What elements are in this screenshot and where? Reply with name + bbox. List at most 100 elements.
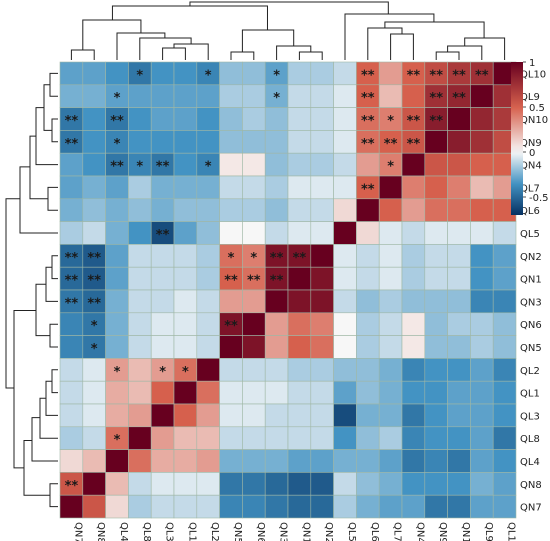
heatmap-cell-QN8-QL9 bbox=[470, 472, 494, 496]
column-label-QL10: QL10 bbox=[506, 522, 517, 541]
heatmap-cell-QL2-QN4 bbox=[401, 358, 426, 382]
significance-marker: * bbox=[250, 251, 257, 266]
heatmap-cell-QN5-QL8 bbox=[128, 335, 152, 359]
heatmap-cell-QL9-QN1 bbox=[287, 84, 312, 108]
heatmap-cell-QL9-QN5 bbox=[219, 84, 243, 108]
column-dendrogram bbox=[70, 1, 506, 60]
colorbar-tick-label: 0.5 bbox=[529, 103, 545, 114]
heatmap-cell-QL5-QL5 bbox=[333, 221, 357, 245]
heatmap-cell-QN6-QL4 bbox=[105, 312, 129, 336]
heatmap-cell-QN7-QL10 bbox=[492, 494, 517, 519]
significance-marker: * bbox=[273, 91, 280, 106]
heatmap-cell-QL1-QN8 bbox=[82, 380, 106, 405]
heatmap-cell-QN4-QN6 bbox=[242, 152, 266, 177]
significance-marker: ** bbox=[247, 274, 261, 289]
heatmap-cell-QL8-QN9 bbox=[424, 426, 448, 450]
heatmap-cell-QL8-QL2 bbox=[196, 426, 220, 450]
heatmap-cell-QN2-QN4 bbox=[401, 244, 426, 268]
heatmap-cell-QL2-QN2 bbox=[310, 358, 334, 382]
significance-marker: * bbox=[91, 319, 98, 334]
dendrogram-branch bbox=[19, 166, 58, 234]
heatmap-cell-QL3-QL4 bbox=[105, 403, 129, 428]
heatmap-cell-QN8-QN3 bbox=[264, 472, 289, 496]
heatmap-cell-QN8-QN4 bbox=[401, 472, 426, 496]
heatmap-cell-QN7-QN1 bbox=[287, 494, 312, 519]
dendrogram-branch bbox=[70, 49, 95, 60]
heatmap-cell-QN4-QN10 bbox=[447, 152, 471, 177]
dendrogram-branch bbox=[39, 397, 58, 439]
heatmap-cell-QN3-QL2 bbox=[196, 289, 220, 314]
heatmap-cell-QN7-QN7 bbox=[59, 494, 84, 519]
column-label-QL5: QL5 bbox=[346, 522, 357, 541]
heatmap-cell-QL8-QL5 bbox=[333, 426, 357, 450]
heatmap-cell-QL8-QN3 bbox=[264, 426, 289, 450]
row-label-QN7: QN7 bbox=[520, 503, 542, 514]
heatmap-cell-QN3-QL1 bbox=[173, 289, 198, 314]
heatmap-cell-QL7-QN4 bbox=[401, 175, 426, 200]
heatmap-cell-QL4-QL4 bbox=[105, 449, 129, 473]
heatmap-cell-QN9-QN2 bbox=[310, 130, 334, 154]
significance-marker: ** bbox=[224, 274, 238, 289]
heatmap-cell-QN5-QL1 bbox=[173, 335, 198, 359]
heatmap-cell-QL2-QN6 bbox=[242, 358, 266, 382]
column-label-QL8: QL8 bbox=[141, 522, 152, 541]
heatmap-cell-QN10-QL2 bbox=[196, 107, 220, 131]
heatmap-cell-QL4-QL8 bbox=[128, 449, 152, 473]
significance-marker: * bbox=[114, 365, 121, 380]
heatmap-cell-QL3-QL2 bbox=[196, 403, 220, 428]
heatmap-cell-QL6-QN10 bbox=[447, 198, 471, 222]
heatmap-cell-QN10-QN3 bbox=[264, 107, 289, 131]
column-label-QN3: QN3 bbox=[278, 522, 289, 541]
heatmap-cell-QL2-QL6 bbox=[356, 358, 380, 382]
heatmap-cell-QN3-QL8 bbox=[128, 289, 152, 314]
heatmap-cell-QN8-QN8 bbox=[82, 472, 106, 496]
heatmap-cell-QL2-QN10 bbox=[447, 358, 471, 382]
heatmap-cell-QN2-QN9 bbox=[424, 244, 448, 268]
heatmap-cell-QN5-QN4 bbox=[401, 335, 426, 359]
column-label-QL3: QL3 bbox=[164, 522, 175, 541]
colorbar: 1 0.5 0 -0.5 bbox=[511, 58, 549, 215]
heatmap-cell-QL2-QN1 bbox=[287, 358, 312, 382]
heatmap-cell-QN8-QL3 bbox=[150, 472, 175, 496]
heatmap-cell-QN3-QN2 bbox=[310, 289, 334, 314]
heatmap-cell-QN5-QL9 bbox=[470, 335, 494, 359]
heatmap-cell-QL10-QN5 bbox=[219, 61, 243, 86]
heatmap-cell-QN9-QL1 bbox=[173, 130, 198, 154]
dendrogram-branch bbox=[241, 29, 295, 52]
heatmap-cell-QN8-QN1 bbox=[287, 472, 312, 496]
heatmap-cell-QL9-QN6 bbox=[242, 84, 266, 108]
significance-marker: ** bbox=[475, 68, 489, 83]
significance-marker: ** bbox=[361, 68, 375, 83]
heatmap-cell-QL6-QN5 bbox=[219, 198, 243, 222]
heatmap-cell-QL4-QN10 bbox=[447, 449, 471, 473]
heatmap-cell-QN5-QN5 bbox=[219, 335, 243, 359]
heatmap-cell-QL1-QL4 bbox=[105, 380, 129, 405]
row-label-QN10: QN10 bbox=[520, 115, 548, 126]
heatmap-cell-QL3-QN3 bbox=[264, 403, 289, 428]
heatmap-cell-QN6-QL2 bbox=[196, 312, 220, 336]
heatmap-cell-QL1-QL7 bbox=[378, 380, 403, 405]
row-label-QL1: QL1 bbox=[520, 389, 540, 400]
heatmap-cell-QL7-QN5 bbox=[219, 175, 243, 200]
significance-marker: ** bbox=[384, 137, 398, 152]
heatmap-cell-QN5-QN1 bbox=[287, 335, 312, 359]
dendrogram-branch bbox=[384, 21, 485, 38]
heatmap-cell-QN8-QN9 bbox=[424, 472, 448, 496]
heatmap-cell-QL6-QN3 bbox=[264, 198, 289, 222]
heatmap-cell-QL9-QL1 bbox=[173, 84, 198, 108]
heatmap-cell-QL1-QN9 bbox=[424, 380, 448, 405]
heatmap-cell-QL1-QN7 bbox=[59, 380, 84, 405]
heatmap-cell-QL4-QN9 bbox=[424, 449, 448, 473]
heatmap-cell-QL2-QN3 bbox=[264, 358, 289, 382]
heatmap-cell-QN8-QL6 bbox=[356, 472, 380, 496]
heatmap-cell-QL1-QL9 bbox=[470, 380, 494, 405]
heatmap-cell-QN9-QN8 bbox=[82, 130, 106, 154]
heatmap-cell-QN6-QN7 bbox=[59, 312, 84, 336]
significance-marker: ** bbox=[65, 137, 79, 152]
heatmap-cell-QL8-QL10 bbox=[492, 426, 517, 450]
heatmap-cell-QN5-QL6 bbox=[356, 335, 380, 359]
significance-marker: * bbox=[387, 114, 394, 129]
heatmap-cell-QL10-QL1 bbox=[173, 61, 198, 86]
heatmap-cell-QN1-QL8 bbox=[128, 266, 152, 291]
heatmap-cell-QN10-QN5 bbox=[219, 107, 243, 131]
